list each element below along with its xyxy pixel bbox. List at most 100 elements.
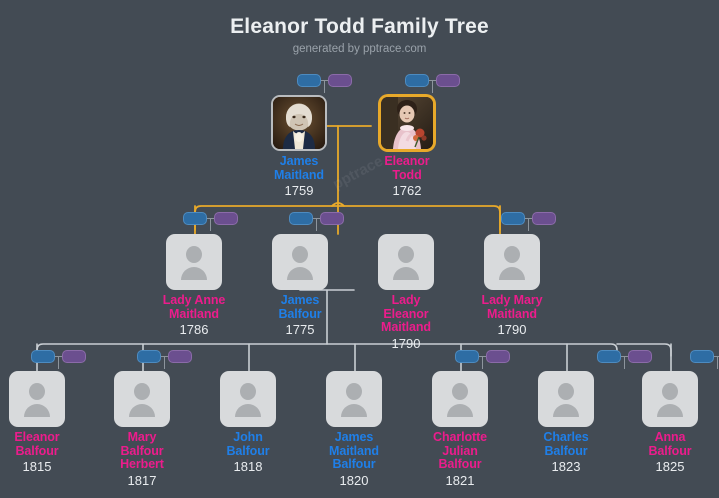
avatar-placeholder-icon — [326, 371, 382, 427]
father-pill-icon[interactable] — [405, 74, 429, 87]
person-name: Charles Balfour — [514, 430, 618, 458]
avatar-head — [662, 383, 678, 400]
avatar-head — [452, 383, 468, 400]
mother-pill-icon[interactable] — [486, 350, 510, 363]
person-birth-year: 1762 — [392, 183, 422, 198]
person-name: Charlotte Julian Balfour — [408, 430, 512, 472]
person-birth-year: 1817 — [127, 472, 157, 488]
pill-stem-line — [324, 80, 325, 93]
person-birth-year: 1759 — [284, 183, 314, 198]
person-name: Anna Balfour — [618, 430, 719, 458]
pill-stem-line — [58, 356, 59, 369]
avatar-placeholder-icon — [642, 371, 698, 427]
person-name-line: Maitland — [381, 320, 431, 334]
avatar-body — [181, 267, 207, 280]
avatar-placeholder-icon — [9, 371, 65, 427]
person-node-eleanor-todd[interactable]: Eleanor Todd 1762 — [355, 95, 459, 198]
mother-pill-icon[interactable] — [328, 74, 352, 87]
person-name-line: Maitland — [487, 306, 537, 321]
father-pill-icon[interactable] — [455, 350, 479, 363]
mother-pill-icon[interactable] — [62, 350, 86, 363]
avatar-body — [553, 404, 579, 417]
person-birth-year: 1823 — [551, 459, 581, 474]
person-node-charlotte-julian-balfour[interactable]: Charlotte Julian Balfour 1821 — [408, 371, 512, 488]
person-name-line: Balfour — [648, 443, 692, 458]
father-pill-icon[interactable] — [289, 212, 313, 225]
page-title: Eleanor Todd Family Tree — [230, 15, 489, 38]
portrait-eleanor-todd[interactable] — [379, 95, 435, 151]
person-node-lady-eleanor-maitland[interactable]: Lady Eleanor Maitland 1790 — [354, 234, 458, 351]
father-pill-icon[interactable] — [183, 212, 207, 225]
pill-stem-line — [164, 356, 165, 369]
person-name: John Balfour — [196, 430, 300, 458]
person-name-line: Maitland — [169, 306, 219, 321]
avatar-head — [504, 246, 520, 263]
avatar-placeholder-icon — [166, 234, 222, 290]
person-name-line: John — [233, 430, 263, 444]
pill-stem-line — [316, 218, 317, 231]
mother-pill-icon[interactable] — [436, 74, 460, 87]
avatar-head — [186, 246, 202, 263]
pill-link-line — [714, 356, 719, 357]
avatar-head — [134, 383, 150, 400]
avatar-head — [346, 383, 362, 400]
avatar-placeholder-icon — [114, 371, 170, 427]
father-pill-icon[interactable] — [31, 350, 55, 363]
person-name-line: Balfour — [332, 457, 376, 471]
person-node-mary-balfour-herbert[interactable]: Mary Balfour Herbert 1817 — [90, 371, 194, 488]
mother-pill-icon[interactable] — [532, 212, 556, 225]
person-name-line: Eleanor — [384, 154, 430, 168]
person-name: Eleanor Balfour — [0, 430, 89, 458]
father-pill-icon[interactable] — [597, 350, 621, 363]
person-node-anna-balfour[interactable]: Anna Balfour 1825 — [618, 371, 719, 474]
avatar-body — [235, 404, 261, 417]
person-name-line: James — [280, 293, 320, 307]
avatar-head — [292, 246, 308, 263]
avatar-body — [499, 267, 525, 280]
portrait-james-maitland[interactable] — [271, 95, 327, 151]
father-pill-icon[interactable] — [297, 74, 321, 87]
person-node-john-balfour[interactable]: John Balfour 1818 — [196, 371, 300, 474]
person-node-eleanor-balfour[interactable]: Eleanor Balfour 1815 — [0, 371, 89, 474]
father-pill-icon[interactable] — [501, 212, 525, 225]
father-pill-icon[interactable] — [690, 350, 714, 363]
person-birth-year: 1825 — [655, 459, 685, 474]
avatar-body — [657, 404, 683, 417]
mother-pill-icon[interactable] — [320, 212, 344, 225]
portrait-woman-18th-century — [381, 97, 433, 149]
pill-stem-line — [210, 218, 211, 231]
person-node-lady-mary-maitland[interactable]: Lady Mary Maitland 1790 — [460, 234, 564, 337]
person-node-lady-anne-maitland[interactable]: Lady Anne Maitland 1786 — [142, 234, 246, 337]
father-pill-icon[interactable] — [137, 350, 161, 363]
avatar-placeholder-icon — [378, 234, 434, 290]
person-name-line: Balfour — [544, 443, 588, 458]
person-birth-year: 1820 — [339, 472, 369, 488]
person-name-line: Balfour — [278, 306, 322, 321]
person-birth-year: 1775 — [285, 322, 315, 337]
person-node-charles-balfour[interactable]: Charles Balfour 1823 — [514, 371, 618, 474]
person-name-line: Charles — [543, 430, 589, 444]
person-birth-year: 1818 — [233, 459, 263, 474]
person-name: Mary Balfour Herbert — [90, 430, 194, 472]
avatar-head — [29, 383, 45, 400]
person-name-line: Lady Mary — [481, 293, 543, 307]
person-node-james-balfour[interactable]: James Balfour 1775 — [248, 234, 352, 337]
person-node-james-maitland[interactable]: James Maitland 1759 — [247, 95, 351, 198]
pill-stem-line — [624, 356, 625, 369]
mother-pill-icon[interactable] — [168, 350, 192, 363]
person-name-line: Lady Anne — [162, 293, 226, 307]
person-birth-year: 1790 — [497, 322, 527, 337]
person-name-line: Balfour — [15, 443, 59, 458]
person-name-line: Todd — [392, 167, 422, 182]
person-node-james-maitland-balfour[interactable]: James Maitland Balfour 1820 — [302, 371, 406, 488]
avatar-placeholder-icon — [484, 234, 540, 290]
mother-pill-icon[interactable] — [628, 350, 652, 363]
pill-stem-line — [717, 356, 718, 369]
person-name-line: James — [279, 154, 319, 168]
person-name: James Balfour — [248, 293, 352, 321]
avatar-placeholder-icon — [272, 234, 328, 290]
person-name-line: Lady — [391, 293, 421, 307]
mother-pill-icon[interactable] — [214, 212, 238, 225]
avatar-placeholder-icon — [220, 371, 276, 427]
avatar-placeholder-icon — [538, 371, 594, 427]
